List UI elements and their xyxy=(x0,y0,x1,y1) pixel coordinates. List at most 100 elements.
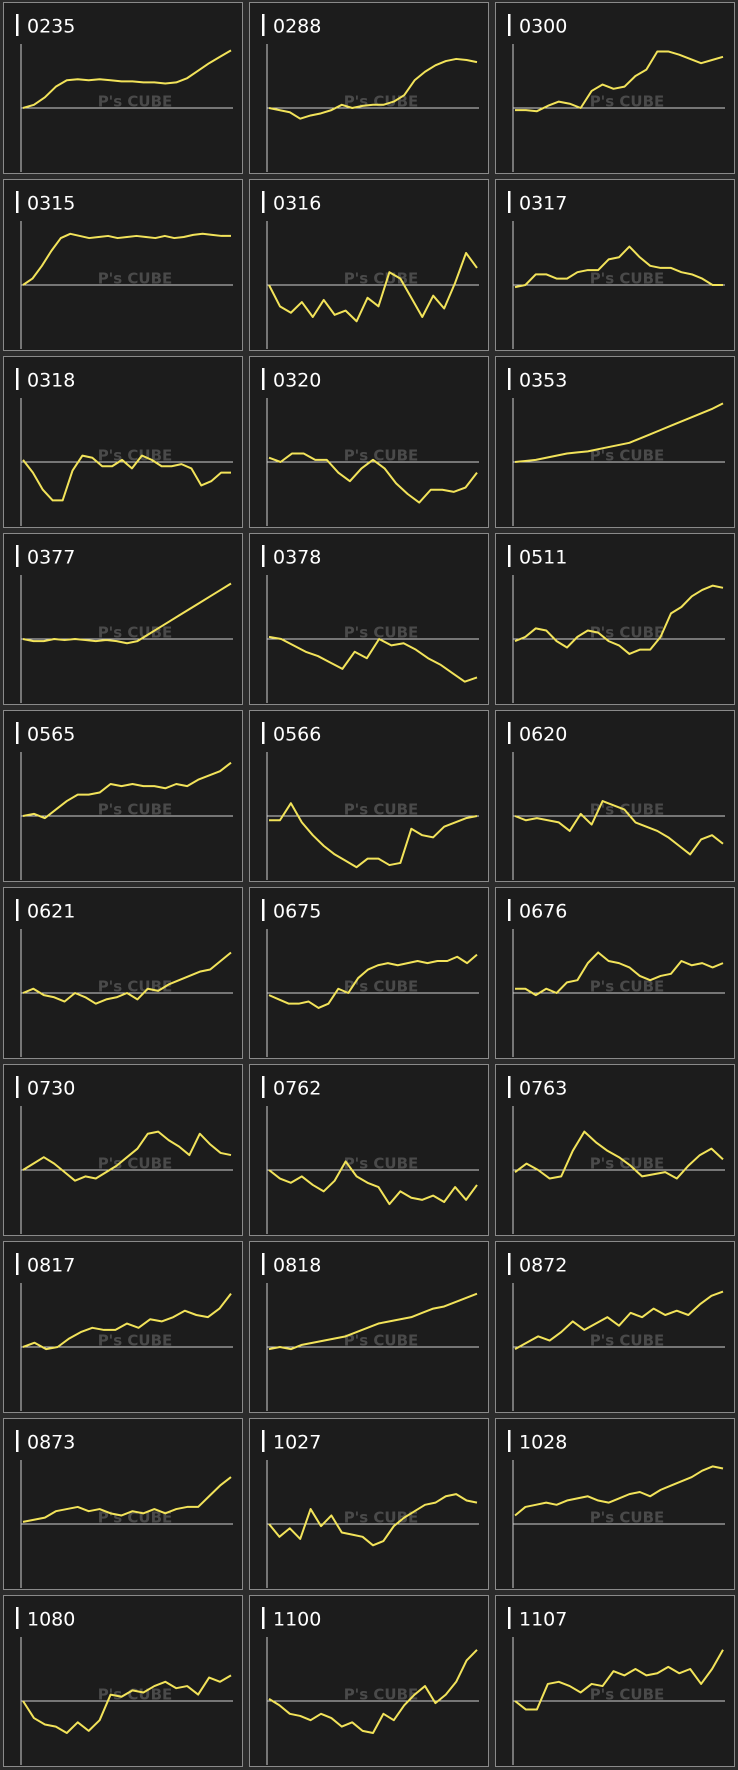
chart-tile: 0317 P's CUBE xyxy=(495,179,735,351)
watermark: P's CUBE xyxy=(344,978,419,996)
line-series xyxy=(22,232,231,286)
tile-background xyxy=(249,1595,489,1767)
watermark: P's CUBE xyxy=(590,270,665,288)
title-bar xyxy=(16,1430,19,1452)
tile-background xyxy=(249,179,489,351)
title-bar xyxy=(262,545,265,567)
tile-background xyxy=(249,533,489,705)
watermark: P's CUBE xyxy=(590,447,665,465)
chart-title: 0762 xyxy=(273,1078,321,1100)
line-series xyxy=(22,1293,232,1351)
watermark: P's CUBE xyxy=(344,801,419,819)
line-series xyxy=(268,1160,478,1206)
chart-tile: 0730 P's CUBE xyxy=(3,1064,243,1236)
title-bar xyxy=(262,1607,265,1629)
chart-tile: 0872 P's CUBE xyxy=(495,1241,735,1413)
chart-tile: 0353 P's CUBE xyxy=(495,356,735,528)
chart-tile: 0320 P's CUBE xyxy=(249,356,489,528)
chart-tile: 0565 P's CUBE xyxy=(3,710,243,882)
chart-tile: 0873 P's CUBE xyxy=(3,1418,243,1590)
watermark: P's CUBE xyxy=(590,801,665,819)
title-bar xyxy=(262,368,265,390)
title-bar xyxy=(262,899,265,921)
line-series xyxy=(515,951,724,997)
line-series xyxy=(22,49,232,109)
chart-tile: 0676 P's CUBE xyxy=(495,887,735,1059)
title-bar xyxy=(16,368,19,390)
tile-background xyxy=(495,179,735,351)
line-series xyxy=(268,635,478,683)
chart-tile: 0378 P's CUBE xyxy=(249,533,489,705)
chart-title: 0621 xyxy=(27,901,75,923)
line-series xyxy=(514,1465,724,1517)
title-bar xyxy=(508,191,511,213)
watermark: P's CUBE xyxy=(344,1332,419,1350)
line-series xyxy=(514,1130,724,1180)
chart-tile: 0817 P's CUBE xyxy=(3,1241,243,1413)
chart-tile: 1080 P's CUBE xyxy=(3,1595,243,1767)
chart-title: 0763 xyxy=(519,1078,567,1100)
tile-background xyxy=(3,1064,243,1236)
watermark: P's CUBE xyxy=(98,801,173,819)
title-bar xyxy=(262,14,265,36)
chart-title: 0317 xyxy=(519,193,567,215)
line-series xyxy=(515,50,724,113)
tile-background xyxy=(495,1241,735,1413)
title-bar xyxy=(262,722,265,744)
chart-title: 1100 xyxy=(273,1609,321,1631)
watermark: P's CUBE xyxy=(590,93,665,111)
chart-tile: 0620 P's CUBE xyxy=(495,710,735,882)
title-bar xyxy=(16,1607,19,1629)
line-series xyxy=(268,57,478,120)
chart-tile: 0300 P's CUBE xyxy=(495,2,735,174)
line-series xyxy=(514,1649,724,1711)
line-series xyxy=(268,1292,478,1351)
title-bar xyxy=(16,191,19,213)
watermark: P's CUBE xyxy=(344,270,419,288)
watermark: P's CUBE xyxy=(590,1332,665,1350)
chart-title: 0730 xyxy=(27,1078,75,1100)
line-series xyxy=(269,802,478,869)
line-series xyxy=(22,1476,232,1523)
chart-title: 0676 xyxy=(519,901,567,923)
title-bar xyxy=(16,1076,19,1098)
chart-tile: 1107 P's CUBE xyxy=(495,1595,735,1767)
title-bar xyxy=(508,1430,511,1452)
chart-title: 0873 xyxy=(27,1432,75,1454)
title-bar xyxy=(16,722,19,744)
line-series xyxy=(22,582,232,645)
tile-background xyxy=(495,1595,735,1767)
watermark: P's CUBE xyxy=(98,93,173,111)
line-series xyxy=(268,252,478,323)
title-bar xyxy=(508,14,511,36)
chart-title: 1027 xyxy=(273,1432,321,1454)
chart-title: 0320 xyxy=(273,370,321,392)
line-series xyxy=(514,584,724,655)
chart-tile: 1100 P's CUBE xyxy=(249,1595,489,1767)
chart-title: 1028 xyxy=(519,1432,567,1454)
title-bar xyxy=(508,1253,511,1275)
chart-title: 0300 xyxy=(519,16,567,38)
title-bar xyxy=(508,368,511,390)
tile-background xyxy=(3,2,243,174)
tile-background xyxy=(249,710,489,882)
line-series xyxy=(268,953,478,1009)
watermark: P's CUBE xyxy=(590,978,665,996)
chart-title: 1080 xyxy=(27,1609,75,1631)
tile-background xyxy=(495,887,735,1059)
tile-background xyxy=(249,1064,489,1236)
watermark: P's CUBE xyxy=(344,1686,419,1704)
chart-title: 0620 xyxy=(519,724,567,746)
watermark: P's CUBE xyxy=(344,624,419,642)
line-series xyxy=(22,951,232,1005)
line-series xyxy=(268,452,478,504)
tile-background xyxy=(495,356,735,528)
watermark: P's CUBE xyxy=(590,1509,665,1527)
line-series xyxy=(22,454,231,502)
line-series xyxy=(22,1130,232,1182)
title-bar xyxy=(262,1076,265,1098)
watermark: P's CUBE xyxy=(98,1509,173,1527)
tile-background xyxy=(3,1418,243,1590)
